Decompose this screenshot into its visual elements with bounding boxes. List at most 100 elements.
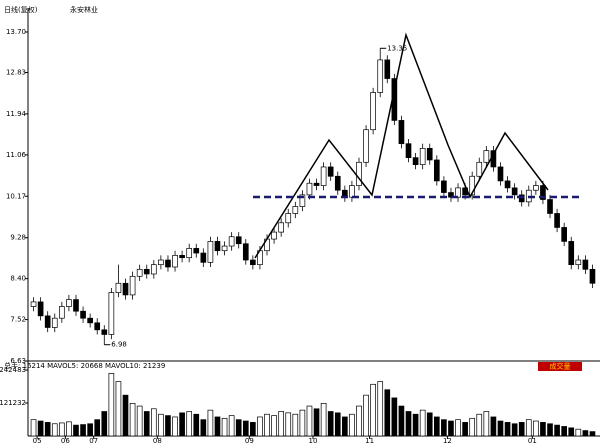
candle-body xyxy=(469,175,476,196)
pattern-line xyxy=(254,32,549,259)
volume-bar xyxy=(419,409,426,437)
candle-body xyxy=(370,92,376,131)
volume-bar xyxy=(257,416,263,437)
candle-body xyxy=(165,259,171,268)
volume-bar xyxy=(150,408,157,437)
candle-body xyxy=(271,231,277,240)
volume-bar xyxy=(412,413,419,437)
volume-bar xyxy=(426,412,433,437)
candle-body xyxy=(59,306,65,319)
volume-bar xyxy=(278,411,284,437)
candle-body xyxy=(327,166,334,177)
volume-bar xyxy=(476,413,483,437)
candle-body xyxy=(554,213,560,228)
volume-bar xyxy=(327,411,334,437)
candle-body xyxy=(101,329,108,335)
volume-bar xyxy=(568,427,575,437)
x-tick-label: 12 xyxy=(443,437,452,445)
volume-bar xyxy=(179,412,185,437)
chart-title: 日线(复权) xyxy=(4,5,38,14)
candle-body xyxy=(299,194,306,207)
volume-bar xyxy=(242,420,249,437)
volume-bar xyxy=(575,428,582,437)
candle-body xyxy=(356,161,362,186)
candle-body xyxy=(214,241,221,252)
volume-bar xyxy=(214,416,221,437)
volume-bar xyxy=(518,422,525,437)
candle-body xyxy=(44,315,51,328)
candle-body xyxy=(575,259,582,266)
candle-body xyxy=(313,182,320,186)
candle-body xyxy=(589,268,596,284)
candle-body xyxy=(30,301,37,307)
volume-bar xyxy=(292,413,299,437)
y-tick-label: 13.70 xyxy=(6,28,26,36)
candle-body xyxy=(80,310,86,319)
volume-bar xyxy=(462,422,468,437)
candle-body xyxy=(292,206,299,214)
candle-body xyxy=(179,255,185,259)
plot: 6.63 7.52 8.40 9.28 10.17 11.06 11.94 12.83 13.7… xyxy=(0,28,596,445)
y-tick-label: 6.63 xyxy=(10,357,26,365)
volume-bar xyxy=(143,411,150,437)
candle-body xyxy=(94,322,101,331)
volume-bar xyxy=(193,413,200,437)
volume-bar xyxy=(285,412,292,437)
x-tick-label: 11 xyxy=(365,437,374,445)
volume-tag: 成交量 xyxy=(550,362,571,371)
volume-bar xyxy=(448,420,454,437)
low-label: 6.98 xyxy=(111,341,127,349)
x-tick-label: 07 xyxy=(89,437,98,445)
candle-body xyxy=(511,187,518,196)
y-tick-label: 10.17 xyxy=(6,192,26,200)
candle-body xyxy=(349,185,355,198)
volume-bar xyxy=(66,421,72,437)
candle-body xyxy=(306,182,313,196)
candle-body xyxy=(108,292,115,335)
candle-body xyxy=(221,245,228,252)
volume-bar xyxy=(561,426,567,437)
volume-bar xyxy=(207,409,214,437)
candle-body xyxy=(455,187,461,198)
x-tick-label: 01 xyxy=(528,437,537,445)
y-tick-label: 12.83 xyxy=(6,68,26,76)
volume-bar xyxy=(221,417,228,437)
candle-body xyxy=(285,213,292,224)
candle-body xyxy=(426,147,433,161)
volume-bar xyxy=(540,422,546,437)
volume-bar xyxy=(405,411,412,437)
volume-bar xyxy=(59,422,65,437)
volume-bar xyxy=(313,408,320,437)
volume-bar xyxy=(356,405,362,437)
volume-tick-label: 121232 xyxy=(0,399,26,407)
volume-bar xyxy=(87,423,93,437)
volume-bar xyxy=(299,409,306,437)
volume-bar xyxy=(94,419,101,437)
volume-bar xyxy=(136,405,143,437)
candle-body xyxy=(172,255,178,268)
volume-bar xyxy=(504,422,511,437)
candle-body xyxy=(115,282,122,293)
volume-bar xyxy=(455,419,461,437)
y-tick-label: 11.06 xyxy=(6,151,27,159)
volume-bar xyxy=(158,413,164,437)
candle-body xyxy=(73,299,79,312)
candle-body xyxy=(377,59,384,93)
volume-tick-label: 242483 xyxy=(0,366,26,374)
volume-bar xyxy=(363,394,369,437)
candle-body xyxy=(158,259,164,266)
candle-body xyxy=(497,166,504,182)
volume-bar xyxy=(384,389,391,437)
candle-body xyxy=(363,129,369,163)
candle-body xyxy=(540,185,546,200)
volume-bar xyxy=(349,413,355,437)
volume-bar xyxy=(377,381,384,437)
stock-name: 永安林业 xyxy=(70,5,98,14)
volume-bar xyxy=(342,416,348,437)
volume-bar xyxy=(306,405,313,437)
volume-bar xyxy=(108,373,115,437)
candle-body xyxy=(441,180,447,193)
candle-body xyxy=(483,150,490,163)
candle-body xyxy=(200,252,207,263)
candle-body xyxy=(504,180,511,189)
